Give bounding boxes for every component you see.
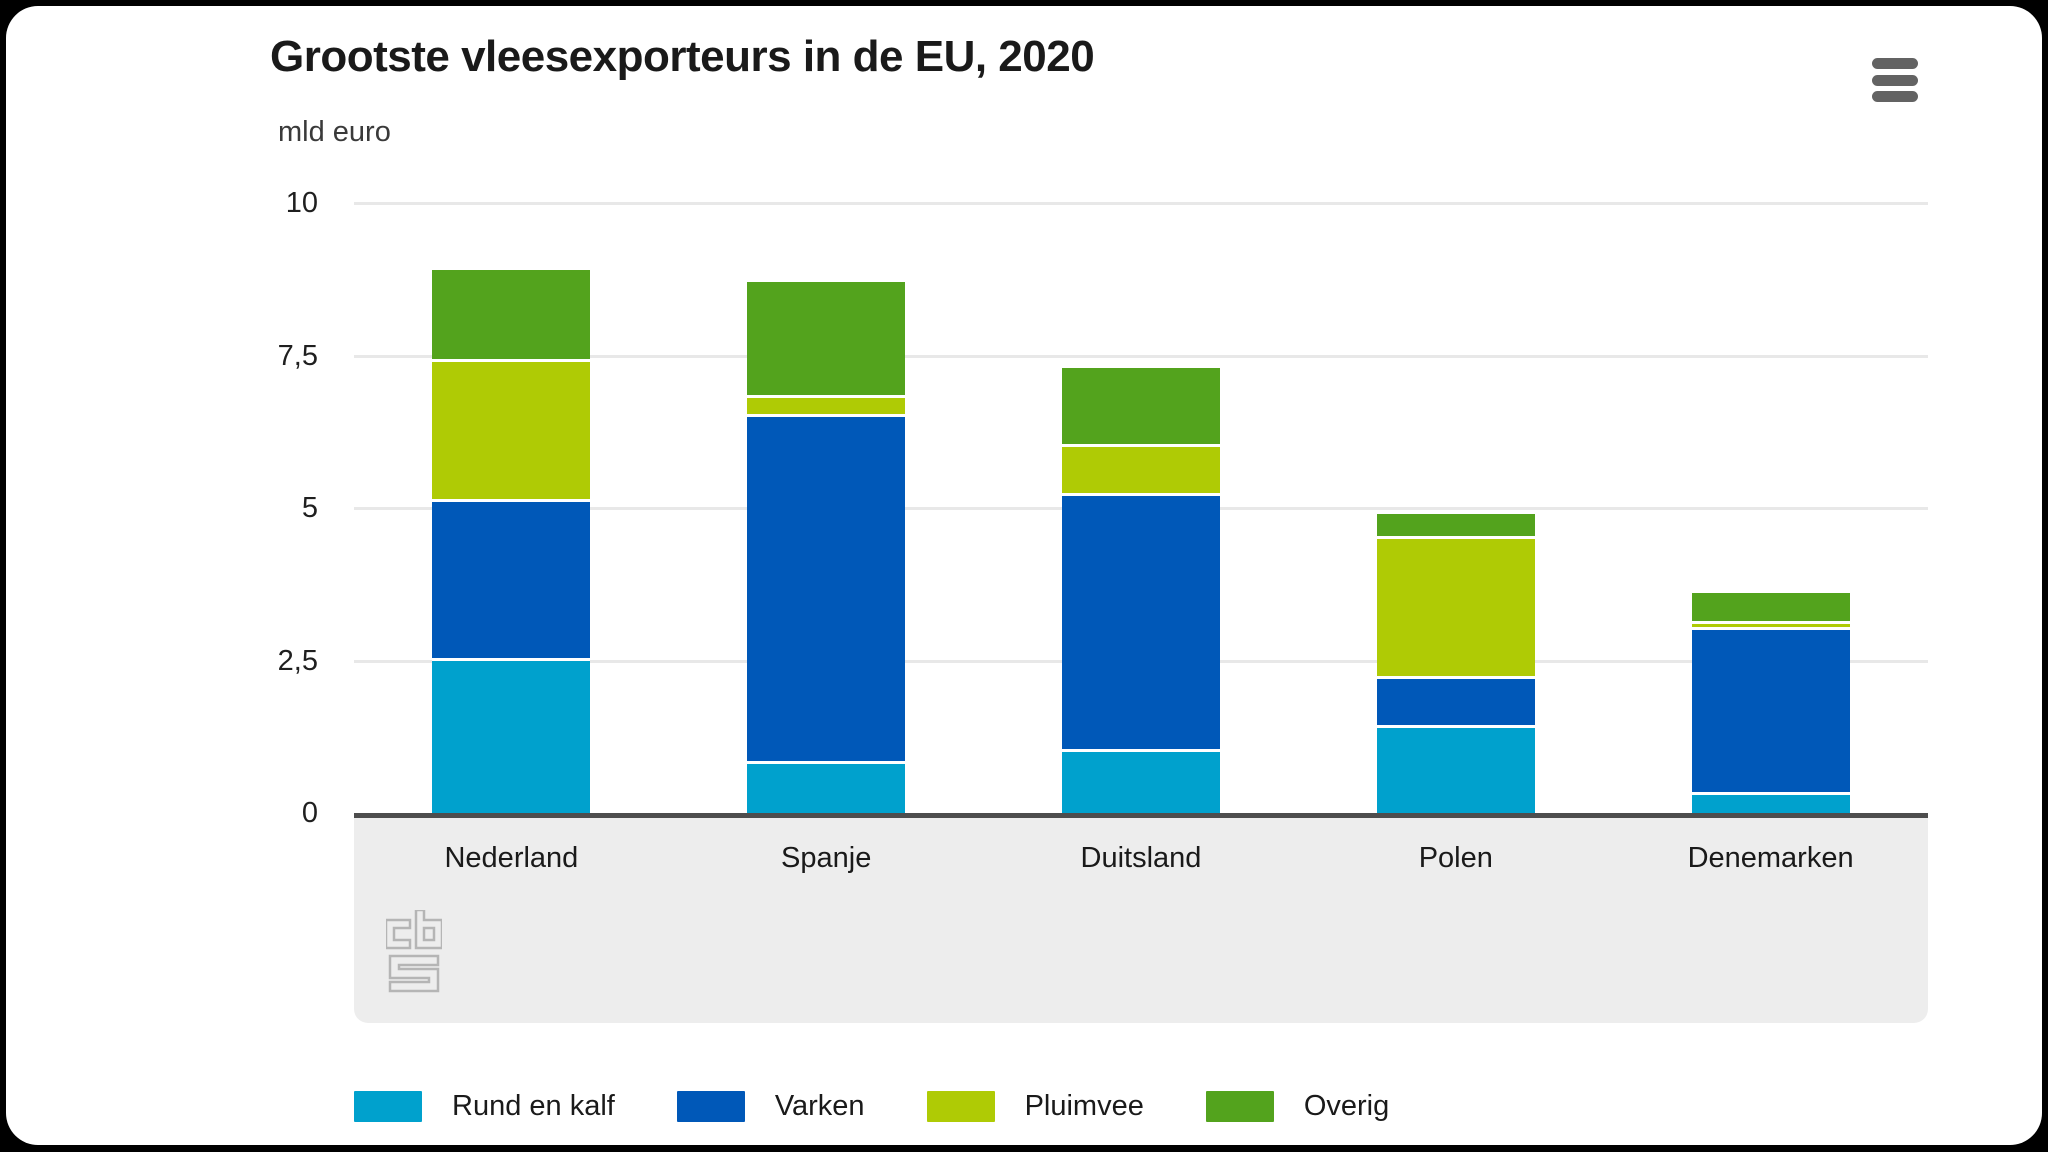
bar-segment-spanje-varken[interactable]: [747, 416, 906, 765]
chart-title: Grootste vleesexporteurs in de EU, 2020: [270, 32, 1095, 81]
bar-segment-denemarken-overig[interactable]: [1691, 593, 1850, 624]
legend-label-varken: Varken: [774, 1090, 865, 1122]
bar-segment-duitsland-rund-en-kalf[interactable]: [1061, 752, 1220, 813]
legend-label-rund-en-kalf: Rund en kalf: [452, 1090, 615, 1122]
legend: Rund en kalf Varken Pluimvee Overig: [354, 1090, 1389, 1123]
bar-slot-denemarken: [1613, 203, 1928, 813]
bar-segment-duitsland-pluimvee[interactable]: [1061, 447, 1220, 496]
legend-item-varken: Varken: [676, 1090, 865, 1123]
bar-segment-spanje-overig[interactable]: [747, 282, 906, 399]
bar-duitsland: [1061, 367, 1220, 813]
legend-label-pluimvee: Pluimvee: [1024, 1090, 1144, 1122]
y-tick-label-0: 0: [301, 797, 318, 829]
bar-nederland: [432, 270, 591, 813]
bar-segment-duitsland-varken[interactable]: [1061, 495, 1220, 752]
legend-swatch-varken: [676, 1091, 745, 1122]
cbs-logo-watermark: [386, 910, 442, 993]
x-axis-label-nederland: Nederland: [444, 842, 579, 874]
bar-segment-polen-rund-en-kalf[interactable]: [1376, 727, 1535, 813]
bar-segment-nederland-varken[interactable]: [432, 501, 591, 661]
x-axis-label-denemarken: Denemarken: [1687, 842, 1854, 874]
legend-item-rund-en-kalf: Rund en kalf: [354, 1090, 615, 1123]
y-axis-unit-label: mld euro: [278, 116, 391, 148]
hamburger-menu-icon: [1872, 58, 1918, 69]
gridline-10: [354, 202, 1928, 205]
legend-item-overig: Overig: [1205, 1090, 1390, 1123]
bar-segment-denemarken-rund-en-kalf[interactable]: [1691, 794, 1850, 813]
bars-container: [354, 203, 1928, 813]
bar-slot-spanje: [669, 203, 984, 813]
bar-segment-spanje-pluimvee[interactable]: [747, 398, 906, 417]
y-tick-label-5: 5: [301, 492, 318, 524]
legend-swatch-rund-en-kalf: [354, 1091, 422, 1122]
y-tick-label-10: 10: [285, 187, 318, 219]
bar-segment-nederland-pluimvee[interactable]: [432, 361, 591, 502]
plot-area: [354, 202, 1928, 813]
x-axis-label-spanje: Spanje: [781, 842, 872, 874]
chart-menu-button[interactable]: [1866, 52, 1924, 108]
bar-segment-denemarken-pluimvee[interactable]: [1691, 623, 1850, 631]
chart-card: Grootste vleesexporteurs in de EU, 2020 …: [6, 6, 2042, 1145]
x-axis-labels: Nederland Spanje Duitsland Polen Denemarken: [354, 842, 1928, 875]
gridline-7,5: [354, 354, 1928, 358]
bar-slot-polen: [1298, 203, 1613, 813]
bar-segment-polen-overig[interactable]: [1376, 514, 1535, 539]
bar-segment-nederland-overig[interactable]: [432, 270, 591, 362]
legend-swatch-pluimvee: [926, 1091, 995, 1122]
x-axis-label-duitsland: Duitsland: [1080, 842, 1202, 874]
hamburger-menu-icon: [1872, 91, 1918, 102]
bar-segment-duitsland-overig[interactable]: [1061, 367, 1220, 448]
y-tick-label-2,5: 2,5: [277, 644, 318, 677]
bar-polen: [1376, 514, 1535, 813]
legend-swatch-overig: [1205, 1091, 1274, 1122]
x-axis-label-polen: Polen: [1418, 842, 1493, 874]
bar-segment-polen-pluimvee[interactable]: [1376, 538, 1535, 679]
bar-slot-nederland: [354, 203, 669, 813]
bar-segment-denemarken-varken[interactable]: [1691, 630, 1850, 795]
bar-segment-polen-varken[interactable]: [1376, 678, 1535, 728]
x-axis-band: Nederland Spanje Duitsland Polen Denemarken: [354, 813, 1928, 1023]
legend-item-pluimvee: Pluimvee: [926, 1090, 1144, 1123]
bar-segment-nederland-rund-en-kalf[interactable]: [432, 660, 591, 813]
bar-denemarken: [1691, 593, 1850, 813]
bar-slot-duitsland: [984, 203, 1299, 813]
legend-label-overig: Overig: [1303, 1090, 1390, 1122]
y-tick-label-7,5: 7,5: [277, 339, 318, 372]
hamburger-menu-icon: [1872, 74, 1918, 86]
bar-segment-spanje-rund-en-kalf[interactable]: [747, 764, 906, 813]
bar-spanje: [747, 282, 906, 813]
